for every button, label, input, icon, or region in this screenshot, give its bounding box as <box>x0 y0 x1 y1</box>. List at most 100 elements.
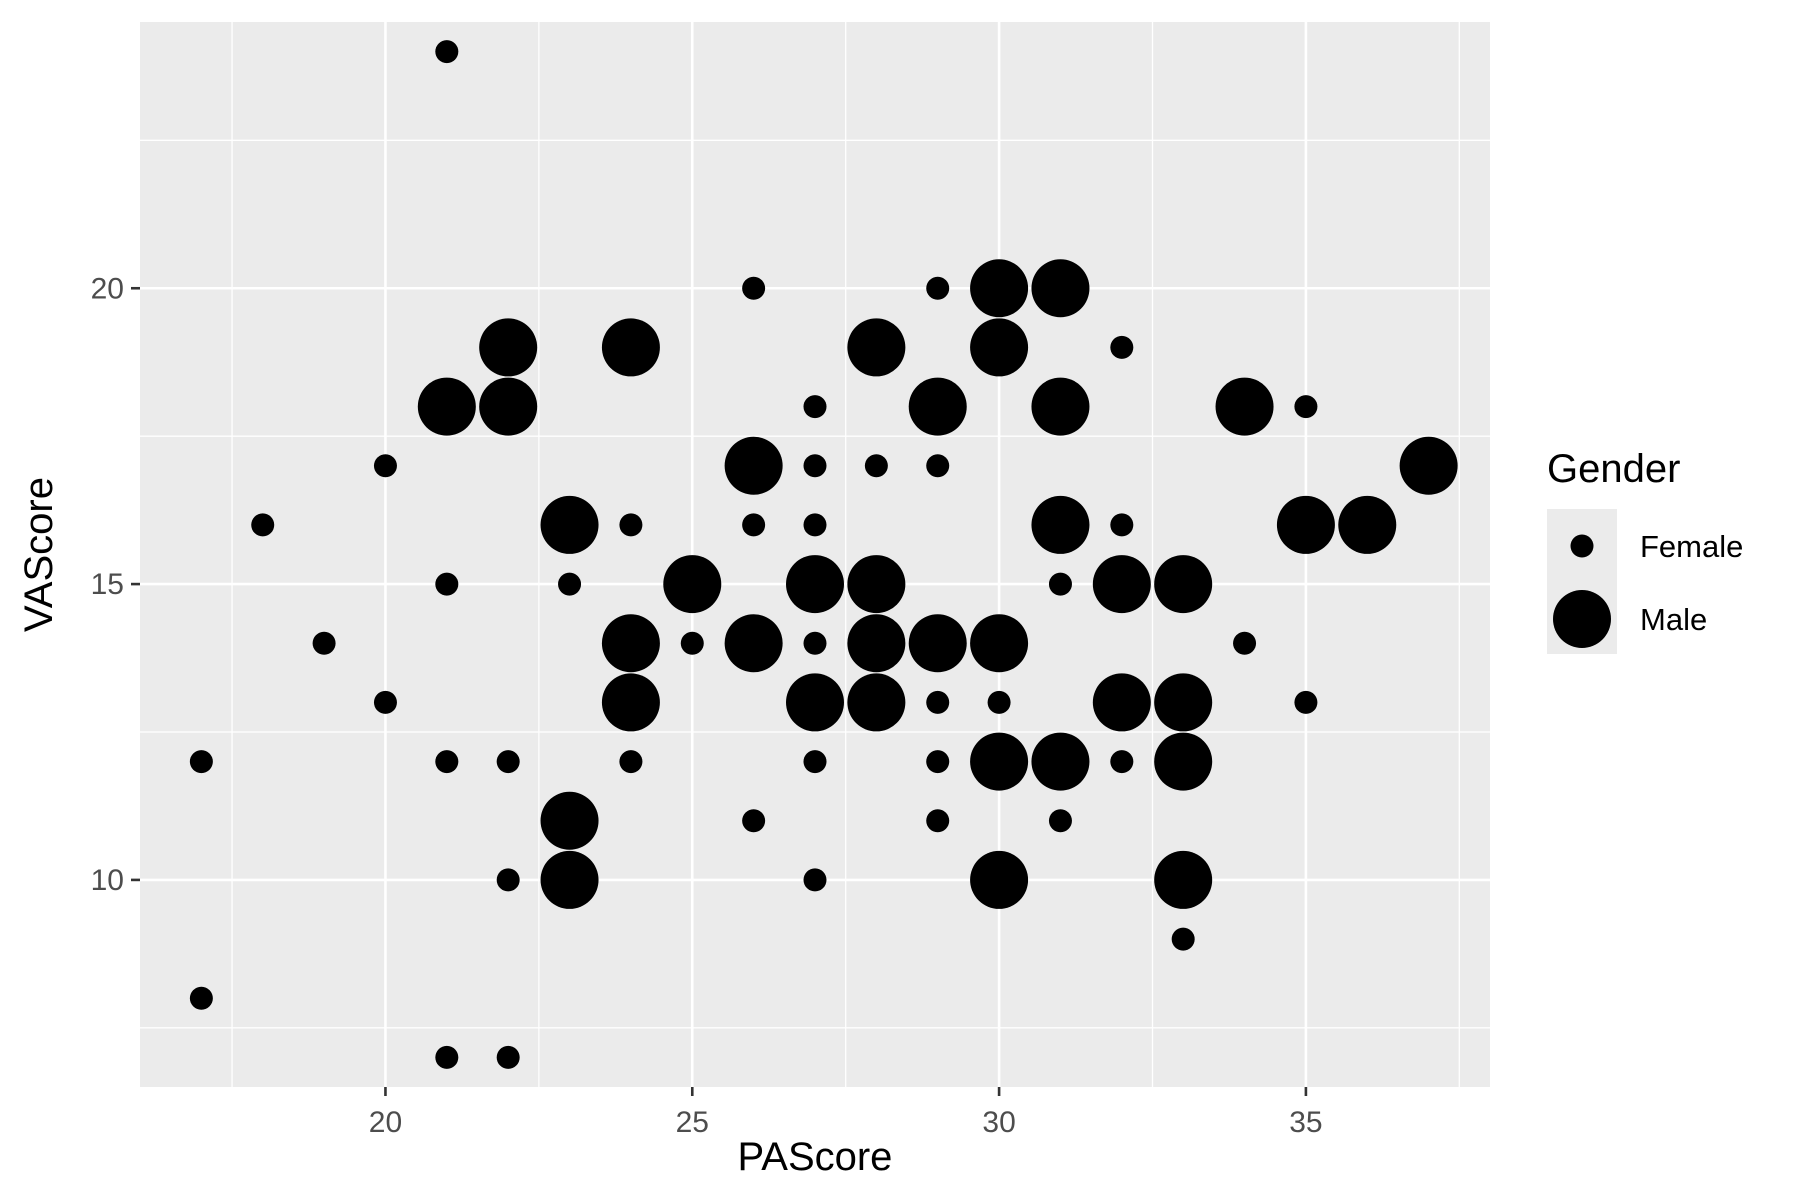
point-male <box>417 377 476 436</box>
point-female <box>189 986 213 1010</box>
point-male <box>786 555 844 614</box>
point-male <box>970 614 1029 673</box>
y-tick-label: 10 <box>91 864 124 897</box>
point-male <box>601 614 660 673</box>
point-female <box>435 572 459 596</box>
point-male <box>1154 673 1213 732</box>
point-female <box>251 513 275 537</box>
point-female <box>496 1045 520 1069</box>
x-tick-label: 25 <box>676 1106 709 1139</box>
point-female <box>864 454 888 478</box>
legend: Gender Female Male <box>1547 447 1743 654</box>
point-male <box>1031 495 1090 554</box>
x-tick-label: 20 <box>369 1106 402 1139</box>
legend-items: Female Male <box>1553 529 1743 648</box>
point-female <box>926 276 950 300</box>
point-female <box>926 454 950 478</box>
point-male <box>1276 495 1335 554</box>
point-male <box>970 732 1029 791</box>
point-male <box>1338 495 1397 554</box>
point-female <box>742 809 766 833</box>
point-female <box>435 750 459 774</box>
x-tick-label: 30 <box>982 1106 1015 1139</box>
point-male <box>970 318 1029 377</box>
point-female <box>1110 750 1134 774</box>
point-female <box>926 809 950 833</box>
point-female <box>803 454 827 478</box>
point-male <box>847 555 906 614</box>
legend-key-male <box>1553 590 1611 648</box>
point-male <box>1154 732 1213 791</box>
point-female <box>803 868 827 892</box>
point-female <box>803 631 827 655</box>
y-tick-label: 20 <box>91 272 124 305</box>
point-female <box>742 276 766 300</box>
point-male <box>540 850 599 909</box>
point-female <box>189 750 213 774</box>
point-male <box>479 318 538 377</box>
legend-key-female <box>1570 534 1594 558</box>
point-female <box>1294 395 1318 419</box>
point-female <box>1110 335 1134 359</box>
point-female <box>619 750 643 774</box>
point-female <box>803 750 827 774</box>
point-male <box>1154 850 1213 909</box>
point-female <box>1048 572 1072 596</box>
point-male <box>1031 259 1090 318</box>
minor-gridlines <box>140 22 1490 1087</box>
point-male <box>540 495 599 554</box>
x-tick-label: 35 <box>1289 1106 1322 1139</box>
plot-panel <box>140 22 1490 1087</box>
point-male <box>970 259 1029 318</box>
point-male <box>724 614 783 673</box>
y-tick-label: 15 <box>91 568 124 601</box>
legend-label-male: Male <box>1640 602 1707 637</box>
point-female <box>312 631 336 655</box>
point-female <box>987 690 1011 714</box>
point-male <box>908 614 967 673</box>
point-male <box>847 614 906 673</box>
point-female <box>373 454 397 478</box>
point-male <box>540 791 599 850</box>
data-points <box>189 40 1458 1069</box>
point-female <box>1233 631 1257 655</box>
point-female <box>1294 690 1318 714</box>
x-axis: 20 25 30 35 <box>369 1087 1323 1139</box>
point-female <box>803 513 827 537</box>
point-male <box>970 850 1029 909</box>
point-male <box>1215 377 1274 436</box>
y-axis-title: VAScore <box>17 477 61 632</box>
point-male <box>663 555 722 614</box>
point-male <box>1154 555 1213 614</box>
point-female <box>680 631 704 655</box>
point-female <box>558 572 582 596</box>
point-male <box>1092 673 1151 732</box>
point-female <box>435 1045 459 1069</box>
point-male <box>1092 555 1151 614</box>
point-male <box>847 673 906 732</box>
point-male <box>479 377 538 436</box>
point-female <box>742 513 766 537</box>
point-female <box>926 750 950 774</box>
point-female <box>1171 927 1195 951</box>
point-male <box>1031 732 1090 791</box>
point-male <box>1399 436 1458 495</box>
point-male <box>1031 377 1090 436</box>
x-axis-title: PAScore <box>738 1135 893 1179</box>
point-female <box>619 513 643 537</box>
point-female <box>1048 809 1072 833</box>
point-female <box>803 395 827 419</box>
legend-title: Gender <box>1547 447 1680 491</box>
point-male <box>908 377 967 436</box>
legend-label-female: Female <box>1640 529 1743 564</box>
point-male <box>601 318 660 377</box>
point-male <box>724 436 783 495</box>
point-female <box>373 690 397 714</box>
point-female <box>496 868 520 892</box>
point-female <box>435 40 459 64</box>
y-axis: 10 15 20 <box>91 272 140 897</box>
point-female <box>1110 513 1134 537</box>
point-male <box>601 673 660 732</box>
point-male <box>786 673 844 732</box>
